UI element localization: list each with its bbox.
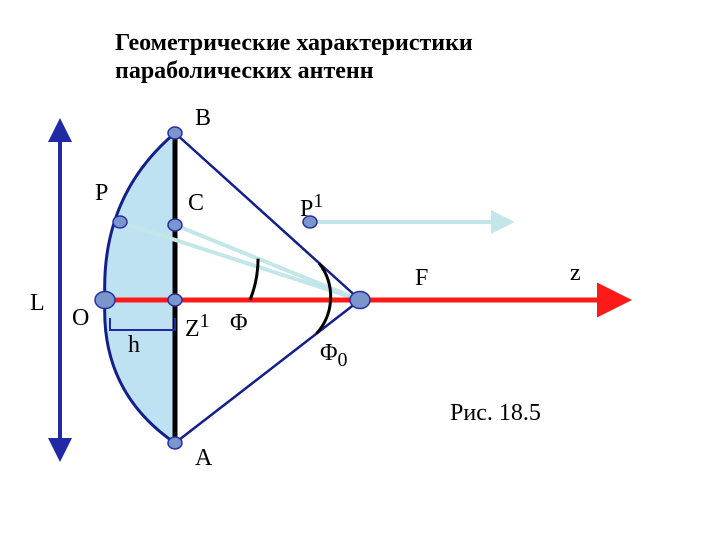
point-B: [168, 127, 182, 139]
title-line-2: параболических антенн: [115, 58, 374, 85]
label-C: C: [188, 190, 204, 217]
label-Phi0: Φ0: [320, 340, 348, 372]
label-F: F: [415, 265, 428, 292]
label-A: A: [195, 445, 212, 472]
point-A: [168, 437, 182, 449]
point-Z1: [168, 294, 182, 306]
label-h: h: [128, 332, 140, 359]
point-F: [350, 292, 370, 309]
label-P: P: [95, 180, 108, 207]
label-z: z: [570, 260, 581, 287]
parabola-region: [105, 133, 175, 443]
point-C: [168, 219, 182, 231]
point-O: [95, 292, 115, 309]
title-line-1: Геометрические характеристики: [115, 30, 473, 57]
point-P: [113, 216, 127, 228]
label-P1: P1: [300, 190, 323, 223]
ray-F-C: [175, 225, 360, 300]
label-L: L: [30, 290, 45, 317]
label-O: O: [72, 305, 89, 332]
label-B: B: [195, 105, 211, 132]
figure-caption: Рис. 18.5: [450, 400, 541, 427]
label-Z1: Z1: [185, 310, 210, 343]
label-Phi: Φ: [230, 310, 248, 337]
